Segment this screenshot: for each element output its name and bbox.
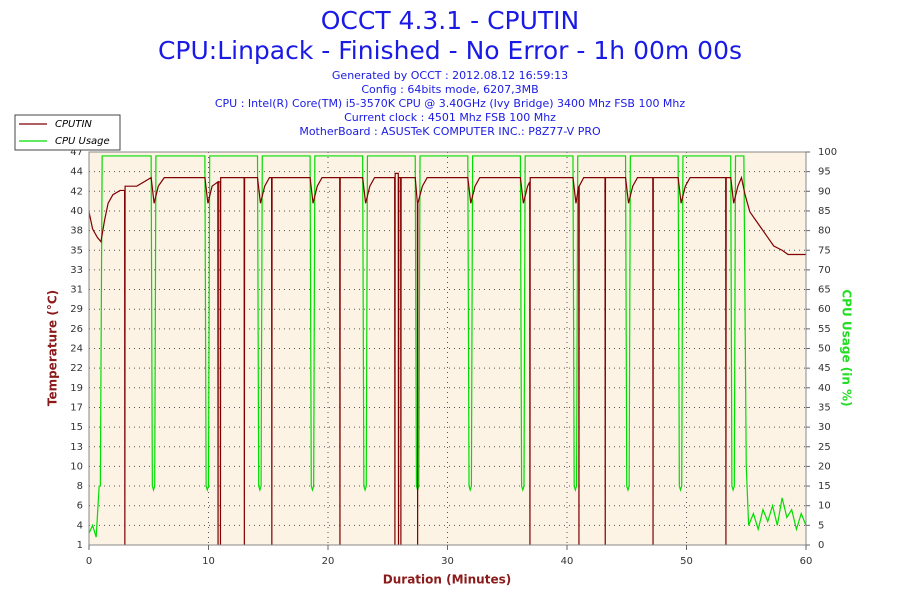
y-tick-label: 6 — [77, 501, 83, 512]
y-tick-label: 10 — [70, 461, 83, 472]
y-tick-label: 22 — [70, 363, 83, 374]
x-tick-label: 60 — [800, 556, 813, 567]
x-tick-label: 30 — [441, 556, 454, 567]
y2-tick-label: 60 — [818, 304, 831, 315]
y2-tick-label: 90 — [818, 186, 831, 197]
info-line: Generated by OCCT : 2012.08.12 16:59:13 — [332, 69, 568, 82]
y-tick-label: 35 — [70, 245, 83, 256]
y2-tick-label: 25 — [818, 442, 831, 453]
y2-tick-label: 30 — [818, 422, 831, 433]
x-tick-label: 50 — [680, 556, 693, 567]
y-tick-label: 44 — [70, 167, 83, 178]
x-tick-label: 20 — [322, 556, 335, 567]
y2-tick-label: 55 — [818, 324, 831, 335]
y-tick-label: 33 — [70, 265, 83, 276]
y-tick-label: 47 — [70, 147, 83, 158]
y-tick-label: 4 — [77, 520, 83, 531]
axes: 1 4 6 8 10 13 15 17 19 22 24 26 29 31 33 35 38 40 42 44 47 0 5… — [70, 147, 837, 567]
y-tick-label: 17 — [70, 402, 83, 413]
y-tick-label: 1 — [77, 540, 83, 551]
series-line — [88, 155, 807, 538]
y2-tick-label: 80 — [818, 226, 831, 237]
info-line: Current clock : 4501 Mhz FSB 100 Mhz — [344, 111, 556, 124]
y-tick-label: 24 — [70, 344, 83, 355]
info-lines: Generated by OCCT : 2012.08.12 16:59:13C… — [215, 69, 686, 138]
y2-tick-label: 85 — [818, 206, 831, 217]
y2-tick-label: 50 — [818, 344, 831, 355]
y2-tick-label: 35 — [818, 402, 831, 413]
x-tick-label: 10 — [202, 556, 215, 567]
legend-label: CPUTIN — [55, 119, 92, 130]
y-tick-label: 38 — [70, 226, 83, 237]
x-axis-title: Duration (Minutes) — [383, 573, 511, 587]
y2-tick-label: 65 — [818, 285, 831, 296]
plot-area — [89, 152, 806, 545]
y-tick-label: 31 — [70, 285, 83, 296]
info-line: MotherBoard : ASUSTeK COMPUTER INC.: P8Z… — [299, 125, 601, 138]
info-line: Config : 64bits mode, 6207,3MB — [361, 83, 538, 96]
y2-tick-label: 20 — [818, 461, 831, 472]
y-tick-label: 19 — [70, 383, 83, 394]
y-axis-title: Temperature (°C) — [46, 290, 60, 406]
y2-tick-label: 45 — [818, 363, 831, 374]
y-tick-label: 8 — [77, 481, 83, 492]
y2-tick-label: 100 — [818, 147, 837, 158]
chart-title: OCCT 4.3.1 - CPUTIN — [321, 6, 580, 35]
legend-label: CPU Usage — [55, 136, 110, 147]
y-tick-label: 40 — [70, 206, 83, 217]
y2-tick-label: 40 — [818, 383, 831, 394]
y2-tick-label: 95 — [818, 167, 831, 178]
y2-tick-label: 75 — [818, 245, 831, 256]
y-tick-label: 29 — [70, 304, 83, 315]
y-tick-label: 42 — [70, 186, 83, 197]
y-tick-label: 15 — [70, 422, 83, 433]
y-tick-label: 13 — [70, 442, 83, 453]
x-tick-label: 0 — [86, 556, 92, 567]
legend-box — [14, 114, 121, 151]
info-line: CPU : Intel(R) Core(TM) i5-3570K CPU @ 3… — [215, 97, 686, 110]
y2-tick-label: 0 — [818, 540, 824, 551]
y2-tick-label: 15 — [818, 481, 831, 492]
y2-tick-label: 5 — [818, 520, 824, 531]
y2-tick-label: 10 — [818, 501, 831, 512]
legend: CPUTIN CPU Usage — [14, 114, 121, 151]
y2-axis-title: CPU Usage (in %) — [840, 289, 854, 406]
x-tick-label: 40 — [561, 556, 574, 567]
y2-tick-label: 70 — [818, 265, 831, 276]
chart-subtitle: CPU:Linpack - Finished - No Error - 1h 0… — [158, 36, 742, 65]
y-tick-label: 26 — [70, 324, 83, 335]
